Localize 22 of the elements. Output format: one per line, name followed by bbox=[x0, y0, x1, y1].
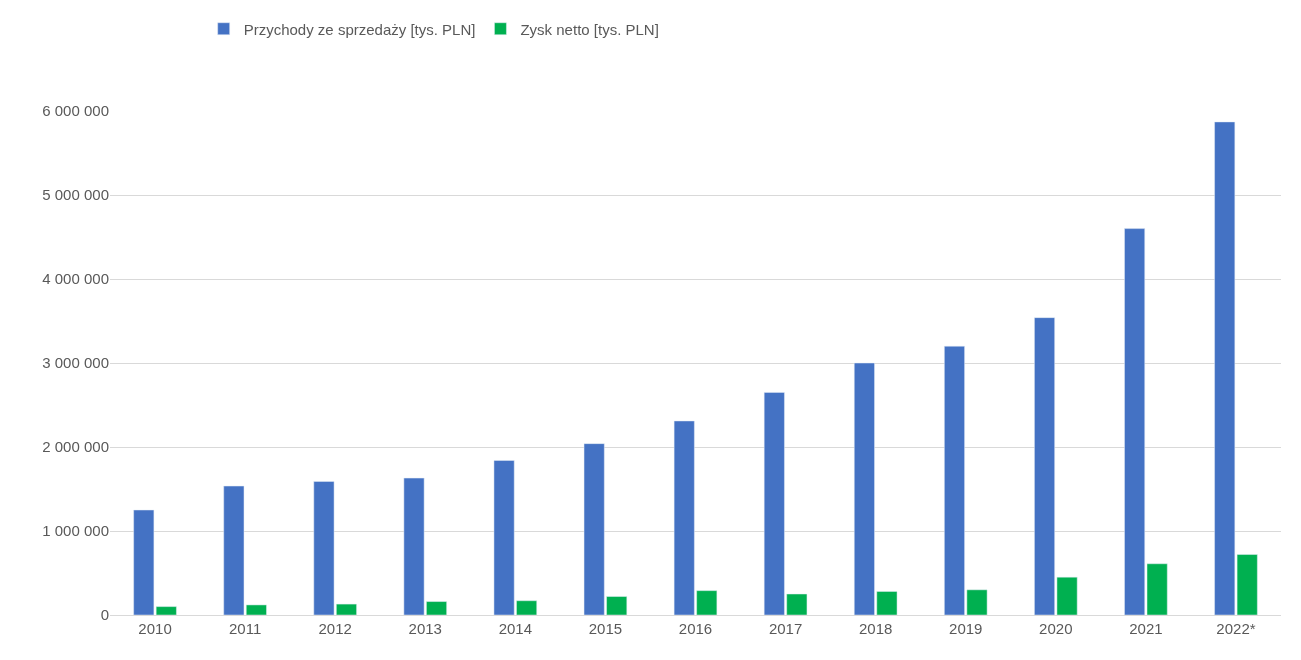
x-tick-label: 2021 bbox=[1129, 620, 1163, 637]
x-tick-label: 2010 bbox=[138, 620, 172, 637]
x-tick-label: 2019 bbox=[949, 620, 983, 637]
y-tick-label: 2 000 000 bbox=[42, 438, 109, 456]
x-tick-label: 2017 bbox=[768, 620, 803, 637]
x-tick-label: 2014 bbox=[498, 620, 533, 637]
y-tick-label: 6 000 000 bbox=[42, 102, 109, 120]
x-tick-label: 2022* bbox=[1216, 620, 1256, 637]
x-tick-label: 2011 bbox=[228, 620, 262, 637]
y-tick-label: 5 000 000 bbox=[42, 186, 109, 204]
x-tick-label: 2018 bbox=[858, 620, 893, 637]
x-tick-label: 2013 bbox=[408, 620, 442, 637]
y-tick-label: 4 000 000 bbox=[42, 270, 109, 288]
x-tick-label: 2020 bbox=[1039, 620, 1073, 637]
x-tick-label: 2016 bbox=[678, 620, 713, 637]
y-tick-label: 1 000 000 bbox=[42, 522, 109, 540]
x-tick-label: 2012 bbox=[318, 620, 352, 637]
x-tick-label: 2015 bbox=[588, 620, 623, 637]
legend-label: Przychody ze sprzedaży [tys. PLN] bbox=[243, 20, 476, 38]
y-tick-label: 0 bbox=[100, 606, 109, 624]
legend-label: Zysk netto [tys. PLN] bbox=[520, 20, 659, 38]
y-tick-label: 3 000 000 bbox=[42, 354, 109, 372]
